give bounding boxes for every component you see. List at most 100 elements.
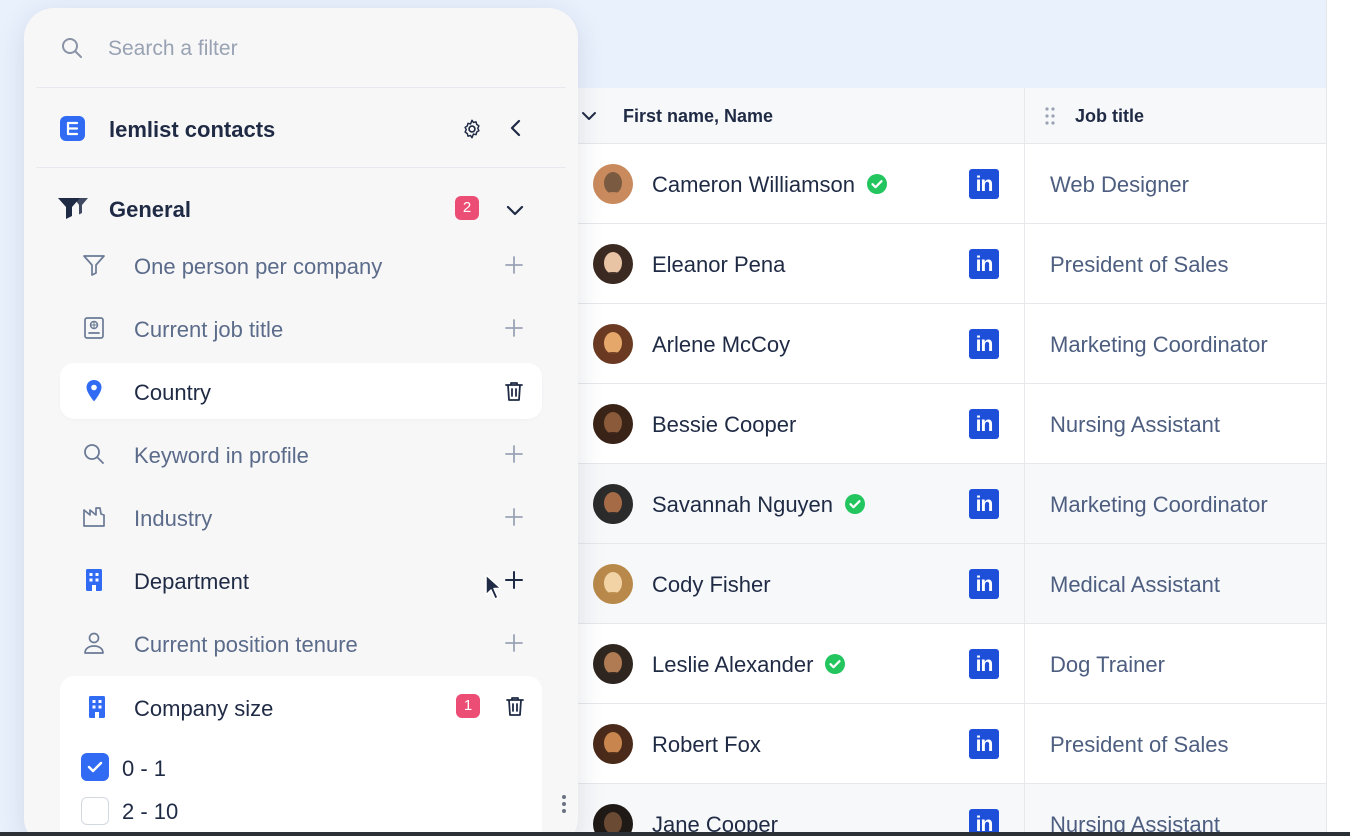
- job-title-cell: President of Sales: [1050, 252, 1229, 277]
- contact-name-text: Eleanor Pena: [652, 252, 786, 277]
- contact-name[interactable]: Bessie Cooper: [652, 412, 796, 438]
- job-title-cell: President of Sales: [1050, 732, 1229, 757]
- column-divider: [1024, 624, 1025, 704]
- linkedin-icon[interactable]: in: [969, 409, 999, 439]
- contact-name[interactable]: Leslie Alexander: [652, 652, 846, 678]
- filter-label: Keyword in profile: [134, 443, 309, 468]
- table-row[interactable]: Robert Fox in President of Sales: [540, 704, 1326, 784]
- chevron-down-icon[interactable]: [504, 199, 526, 221]
- linkedin-icon[interactable]: in: [969, 249, 999, 279]
- contact-name[interactable]: Robert Fox: [652, 732, 761, 758]
- contact-name-text: Savannah Nguyen: [652, 492, 834, 517]
- plus-icon[interactable]: [503, 632, 525, 654]
- checkbox-label: 0 - 1: [122, 756, 167, 781]
- filter-item-one-person-per-company[interactable]: One person per company: [60, 237, 542, 293]
- divider: [36, 87, 566, 88]
- table-row[interactable]: Leslie Alexander in Dog Trainer: [540, 624, 1326, 704]
- linkedin-icon[interactable]: in: [969, 329, 999, 359]
- building-icon: [86, 569, 102, 591]
- contact-name[interactable]: Cody Fisher: [652, 572, 771, 598]
- filter-label: Current job title: [134, 317, 284, 342]
- section-title-general[interactable]: General: [109, 197, 191, 222]
- more-options-icon[interactable]: [561, 794, 567, 814]
- job-title-cell: Dog Trainer: [1050, 652, 1165, 677]
- linkedin-icon[interactable]: in: [969, 729, 999, 759]
- column-divider: [1024, 224, 1025, 304]
- avatar: [593, 484, 633, 524]
- linkedin-icon[interactable]: in: [969, 649, 999, 679]
- table-row[interactable]: Arlene McCoy in Marketing Coordinator: [540, 304, 1326, 384]
- filter-label: One person per company: [134, 254, 383, 279]
- plus-icon[interactable]: [503, 443, 525, 465]
- id-badge-icon: [84, 317, 104, 339]
- plus-icon[interactable]: [503, 317, 525, 339]
- filter-label: Department: [134, 569, 249, 594]
- column-divider: [1024, 704, 1025, 784]
- trash-icon[interactable]: [503, 380, 525, 402]
- drag-handle-icon[interactable]: [1044, 106, 1056, 126]
- table-row[interactable]: Jane Cooper in Nursing Assistant: [540, 784, 1326, 836]
- trash-icon[interactable]: [504, 695, 526, 717]
- scrollbar-track[interactable]: [1326, 0, 1350, 836]
- table-row[interactable]: Cody Fisher in Medical Assistant: [540, 544, 1326, 624]
- filter-item-country[interactable]: Country: [60, 363, 542, 419]
- avatar: [593, 244, 633, 284]
- contacts-table: First name, Name Job title Cameron Willi…: [540, 88, 1326, 836]
- plus-icon[interactable]: [503, 506, 525, 528]
- linkedin-icon[interactable]: in: [969, 489, 999, 519]
- filter-item-company-size: Company size 1 0 - 1 2 - 10: [60, 676, 542, 836]
- filter-item-industry[interactable]: Industry: [60, 489, 542, 545]
- filter-item-current-position-tenure[interactable]: Current position tenure: [60, 615, 542, 671]
- active-filter-count-badge: 2: [455, 196, 479, 220]
- plus-icon[interactable]: [503, 254, 525, 276]
- column-header-job-title[interactable]: Job title: [1075, 106, 1145, 126]
- lemlist-logo-icon: [60, 116, 85, 141]
- list-title: lemlist contacts: [109, 117, 276, 142]
- column-header-name[interactable]: First name, Name: [623, 106, 774, 126]
- linkedin-icon[interactable]: in: [969, 809, 999, 836]
- table-row[interactable]: Cameron Williamson in Web Designer: [540, 144, 1326, 224]
- contact-name-text: Cody Fisher: [652, 572, 771, 597]
- chevron-down-icon[interactable]: [580, 107, 598, 125]
- search-filter-input[interactable]: [108, 34, 508, 64]
- avatar: [593, 724, 633, 764]
- avatar: [593, 164, 633, 204]
- column-divider: [1024, 784, 1025, 836]
- gear-icon[interactable]: [461, 118, 483, 140]
- linkedin-icon[interactable]: in: [969, 569, 999, 599]
- checkbox-company-size-2-10[interactable]: [81, 797, 109, 825]
- verified-check-icon: [825, 654, 846, 674]
- filter-label[interactable]: Company size: [134, 696, 274, 721]
- contact-name[interactable]: Arlene McCoy: [652, 332, 790, 358]
- filter-section-icon: [58, 198, 88, 219]
- filter-item-department[interactable]: Department: [60, 552, 542, 608]
- plus-icon[interactable]: [503, 569, 525, 591]
- contact-name[interactable]: Cameron Williamson: [652, 172, 887, 198]
- checkbox-company-size-0-1[interactable]: [81, 753, 109, 781]
- table-row[interactable]: Savannah Nguyen in Marketing Coordinator: [540, 464, 1326, 544]
- column-divider: [1024, 544, 1025, 624]
- filter-item-current-job-title[interactable]: Current job title: [60, 300, 542, 356]
- company-size-count-badge: 1: [456, 694, 480, 718]
- divider: [36, 167, 566, 168]
- filter-label: Country: [134, 380, 212, 405]
- contact-name[interactable]: Eleanor Pena: [652, 252, 785, 278]
- column-divider: [1024, 304, 1025, 384]
- avatar: [593, 644, 633, 684]
- linkedin-icon[interactable]: in: [969, 169, 999, 199]
- filter-label: Current position tenure: [134, 632, 358, 657]
- search-icon: [84, 444, 104, 464]
- chevron-left-icon[interactable]: [504, 116, 528, 140]
- checkbox-label: 2 - 10: [122, 799, 179, 824]
- job-title-cell: Marketing Coordinator: [1050, 492, 1268, 517]
- avatar: [593, 564, 633, 604]
- table-row[interactable]: Eleanor Pena in President of Sales: [540, 224, 1326, 304]
- funnel-icon: [83, 255, 105, 276]
- contact-name-text: Robert Fox: [652, 732, 761, 757]
- table-row[interactable]: Bessie Cooper in Nursing Assistant: [540, 384, 1326, 464]
- contact-name[interactable]: Savannah Nguyen: [652, 492, 866, 518]
- avatar: [593, 404, 633, 444]
- filter-panel: lemlist contacts General 2 One person pe…: [24, 8, 578, 836]
- filter-item-keyword-in-profile[interactable]: Keyword in profile: [60, 426, 542, 482]
- job-title-cell: Marketing Coordinator: [1050, 332, 1268, 357]
